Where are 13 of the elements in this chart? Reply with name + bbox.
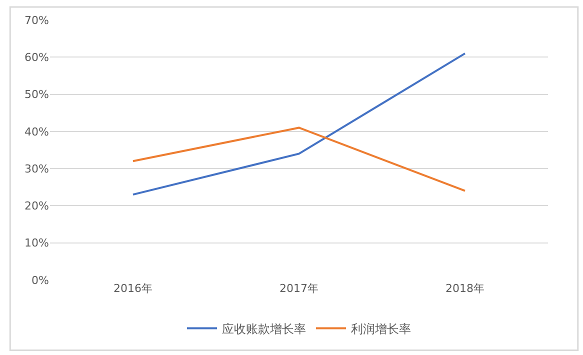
y-tick-label: 60% — [24, 50, 49, 64]
x-tick-label: 2018年 — [446, 282, 484, 295]
y-tick-label: 70% — [24, 14, 49, 27]
x-tick-label: 2016年 — [114, 282, 152, 295]
y-tick-label: 0% — [32, 274, 49, 287]
y-tick-label: 50% — [24, 88, 49, 102]
y-tick-label: 30% — [24, 162, 49, 176]
y-tick-label: 20% — [24, 200, 49, 213]
y-tick-label: 10% — [24, 236, 49, 250]
legend-label: 应收账款增长率 — [222, 322, 306, 336]
y-tick-label: 40% — [24, 125, 49, 138]
x-tick-label: 2017年 — [280, 282, 318, 295]
legend-label: 利润增长率 — [351, 322, 411, 336]
